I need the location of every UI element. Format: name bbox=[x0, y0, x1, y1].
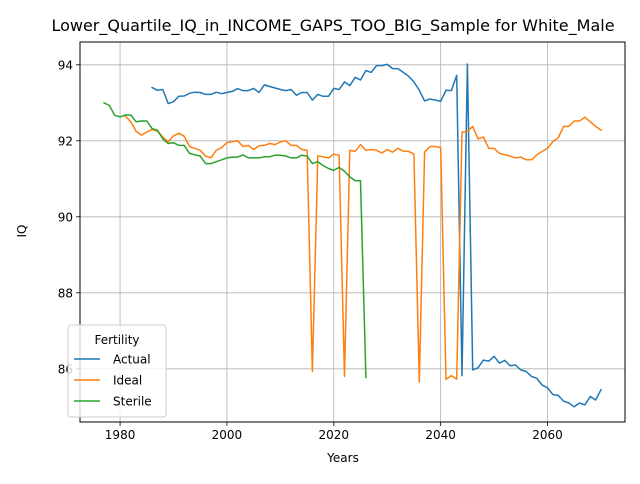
legend-box bbox=[67, 324, 167, 418]
legend: Fertility Actual Ideal Sterile bbox=[67, 324, 167, 418]
legend-label-sterile: Sterile bbox=[113, 395, 152, 409]
legend-label-ideal: Ideal bbox=[113, 374, 142, 388]
x-tick-label: 2020 bbox=[319, 428, 350, 442]
y-axis-label: IQ bbox=[15, 225, 29, 238]
y-tick-label: 92 bbox=[58, 134, 73, 148]
y-tick-label: 94 bbox=[58, 58, 73, 72]
legend-entries: Actual Ideal Sterile bbox=[74, 353, 152, 409]
grid-lines bbox=[80, 42, 625, 422]
chart-title: Lower_Quartile_IQ_in_INCOME_GAPS_TOO_BIG… bbox=[51, 16, 614, 36]
x-tick-label: 2000 bbox=[212, 428, 243, 442]
x-tick-label: 2040 bbox=[425, 428, 456, 442]
series-lines bbox=[102, 63, 603, 408]
y-tick-label: 90 bbox=[58, 210, 73, 224]
series-line-ideal bbox=[124, 115, 603, 383]
x-tick-label: 2060 bbox=[532, 428, 563, 442]
legend-label-actual: Actual bbox=[113, 353, 151, 367]
plot-frame bbox=[79, 41, 626, 423]
y-tick-label: 88 bbox=[58, 286, 73, 300]
x-tick-label: 1980 bbox=[105, 428, 136, 442]
series-line-sterile bbox=[102, 101, 367, 379]
legend-title: Fertility bbox=[94, 333, 139, 347]
series-line-actual bbox=[151, 63, 603, 408]
x-axis-label: Years bbox=[326, 451, 359, 465]
